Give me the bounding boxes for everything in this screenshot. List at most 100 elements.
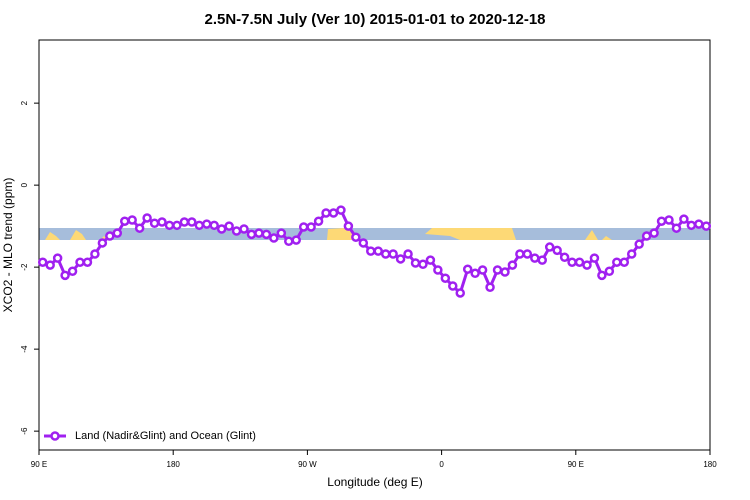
data-point [694, 219, 704, 229]
data-point [343, 221, 354, 231]
data-point [231, 226, 242, 236]
data-point [179, 217, 190, 227]
data-point [589, 253, 600, 263]
data-point [448, 281, 458, 291]
data-point [239, 224, 249, 234]
data-point [209, 220, 219, 231]
data-point [45, 260, 55, 270]
data-point [544, 242, 555, 252]
data-point [291, 235, 301, 245]
data-point [298, 222, 309, 232]
data-point [321, 208, 331, 218]
data-point [306, 222, 316, 232]
x-tick-label: 0 [439, 460, 444, 469]
data-point [574, 257, 585, 267]
data-point [149, 218, 160, 229]
data-point [686, 220, 697, 231]
data-point [380, 249, 391, 259]
data-point [477, 265, 488, 275]
data-point [172, 220, 182, 231]
x-tick-label: 180 [703, 460, 717, 469]
data-point [75, 257, 85, 267]
data-point [127, 215, 137, 225]
data-point [462, 264, 473, 274]
data-point [284, 236, 294, 247]
data-point [522, 249, 533, 259]
data-point [119, 216, 130, 226]
data-point [37, 257, 48, 267]
x-axis-label: Longitude (deg E) [327, 475, 422, 489]
data-point [164, 220, 175, 231]
data-point [537, 255, 547, 265]
data-point [187, 217, 197, 227]
data-point [656, 216, 667, 226]
data-point [626, 249, 637, 259]
data-point [328, 208, 339, 218]
data-point [60, 270, 70, 281]
data-point [134, 223, 145, 233]
y-tick-label: 0 [20, 182, 29, 187]
data-point [530, 253, 540, 263]
data-point [373, 246, 383, 256]
data-point [641, 231, 652, 241]
data-point [254, 228, 264, 238]
data-point [701, 221, 712, 231]
data-point [597, 270, 607, 281]
data-point [619, 257, 630, 267]
ocean-strip [39, 228, 710, 240]
data-point [224, 221, 234, 231]
data-point [403, 249, 413, 259]
data-point [410, 258, 421, 268]
data-point [433, 265, 443, 275]
data-point [97, 238, 108, 248]
land-shape [327, 228, 356, 240]
data-point [649, 228, 659, 238]
data-point [455, 288, 465, 298]
y-axis-label: XCO2 - MLO trend (ppm) [1, 178, 15, 313]
data-point [492, 265, 503, 275]
data-point [582, 260, 592, 270]
land-shape [45, 230, 108, 240]
data-point [336, 205, 346, 215]
data-point [90, 249, 100, 259]
data-point [485, 282, 495, 292]
data-point [313, 216, 324, 226]
plot-frame [38, 39, 711, 451]
data-point [358, 238, 369, 248]
data-point [470, 268, 480, 279]
chart-title: 2.5N-7.5N July (Ver 10) 2015-01-01 to 20… [204, 11, 545, 28]
data-point [112, 228, 123, 238]
data-point [276, 228, 287, 238]
data-point [216, 224, 227, 234]
data-point [418, 259, 428, 270]
x-tick-label: 180 [167, 460, 181, 469]
data-point [194, 220, 205, 231]
y-tick-label: -6 [20, 427, 29, 435]
legend-label: Land (Nadir&Glint) and Ocean (Glint) [75, 430, 256, 442]
data-point [269, 233, 279, 243]
data-point [425, 255, 436, 265]
x-tick-label: 90 W [298, 460, 317, 469]
data-point [664, 215, 674, 225]
x-tick-label: 90 E [31, 460, 47, 469]
data-point [515, 249, 525, 259]
legend: Land (Nadir&Glint) and Ocean (Glint) [44, 430, 256, 442]
data-point [559, 252, 570, 263]
data-point [671, 223, 682, 233]
data-point [351, 232, 361, 242]
y-tick-label: 2 [20, 100, 29, 105]
land-shape [585, 230, 612, 240]
data-point [634, 239, 644, 249]
data-point [612, 257, 622, 267]
legend-marker [50, 431, 60, 441]
map-strip [39, 228, 710, 240]
data-point [157, 217, 167, 227]
data-point [202, 219, 212, 229]
data-point [552, 245, 562, 256]
data-point [142, 213, 152, 223]
data-point [567, 257, 577, 267]
data-point [507, 260, 518, 270]
data-point [500, 267, 510, 277]
y-tick-label: -2 [20, 263, 29, 271]
